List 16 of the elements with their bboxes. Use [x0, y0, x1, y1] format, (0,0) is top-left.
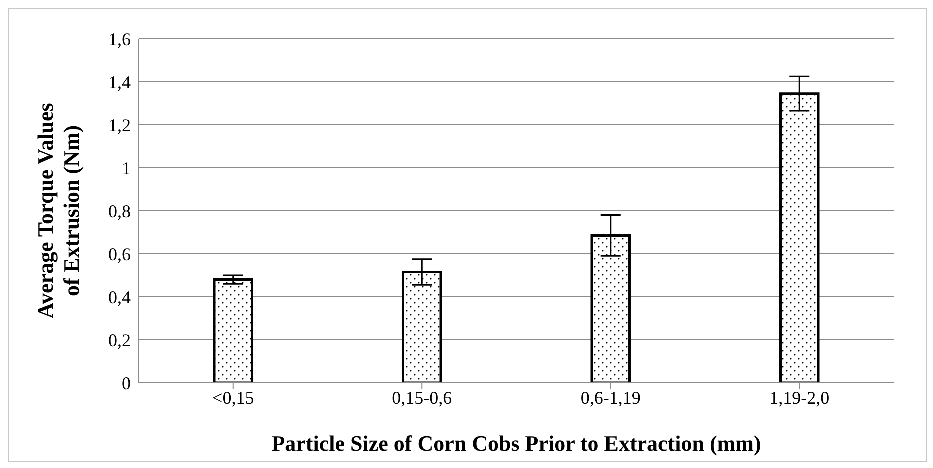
x-tick-label: 0,15-0,6	[392, 388, 452, 408]
y-tick-label: 0,4	[108, 287, 131, 308]
bar	[213, 278, 254, 383]
y-tick-label: 1,4	[108, 72, 131, 92]
y-tick-label: 0,8	[108, 201, 131, 222]
x-tick-label: 1,19-2,0	[770, 388, 830, 408]
x-axis-title: Particle Size of Corn Cobs Prior to Extraction (mm)	[272, 431, 762, 456]
x-tick-label: <0,15	[212, 388, 254, 408]
y-tick-label: 0,2	[108, 330, 131, 350]
y-tick-label: 1,6	[108, 29, 131, 50]
y-tick-label: 1,2	[108, 115, 131, 136]
y-axis-title: Average Torque Values of Extrusion (Nm)	[33, 102, 84, 319]
x-tick-label: 0,6-1,19	[580, 388, 641, 408]
y-tick-label: 1	[122, 158, 131, 178]
y-tick-label: 0,6	[108, 244, 131, 264]
y-tick-label: 0	[122, 373, 131, 394]
